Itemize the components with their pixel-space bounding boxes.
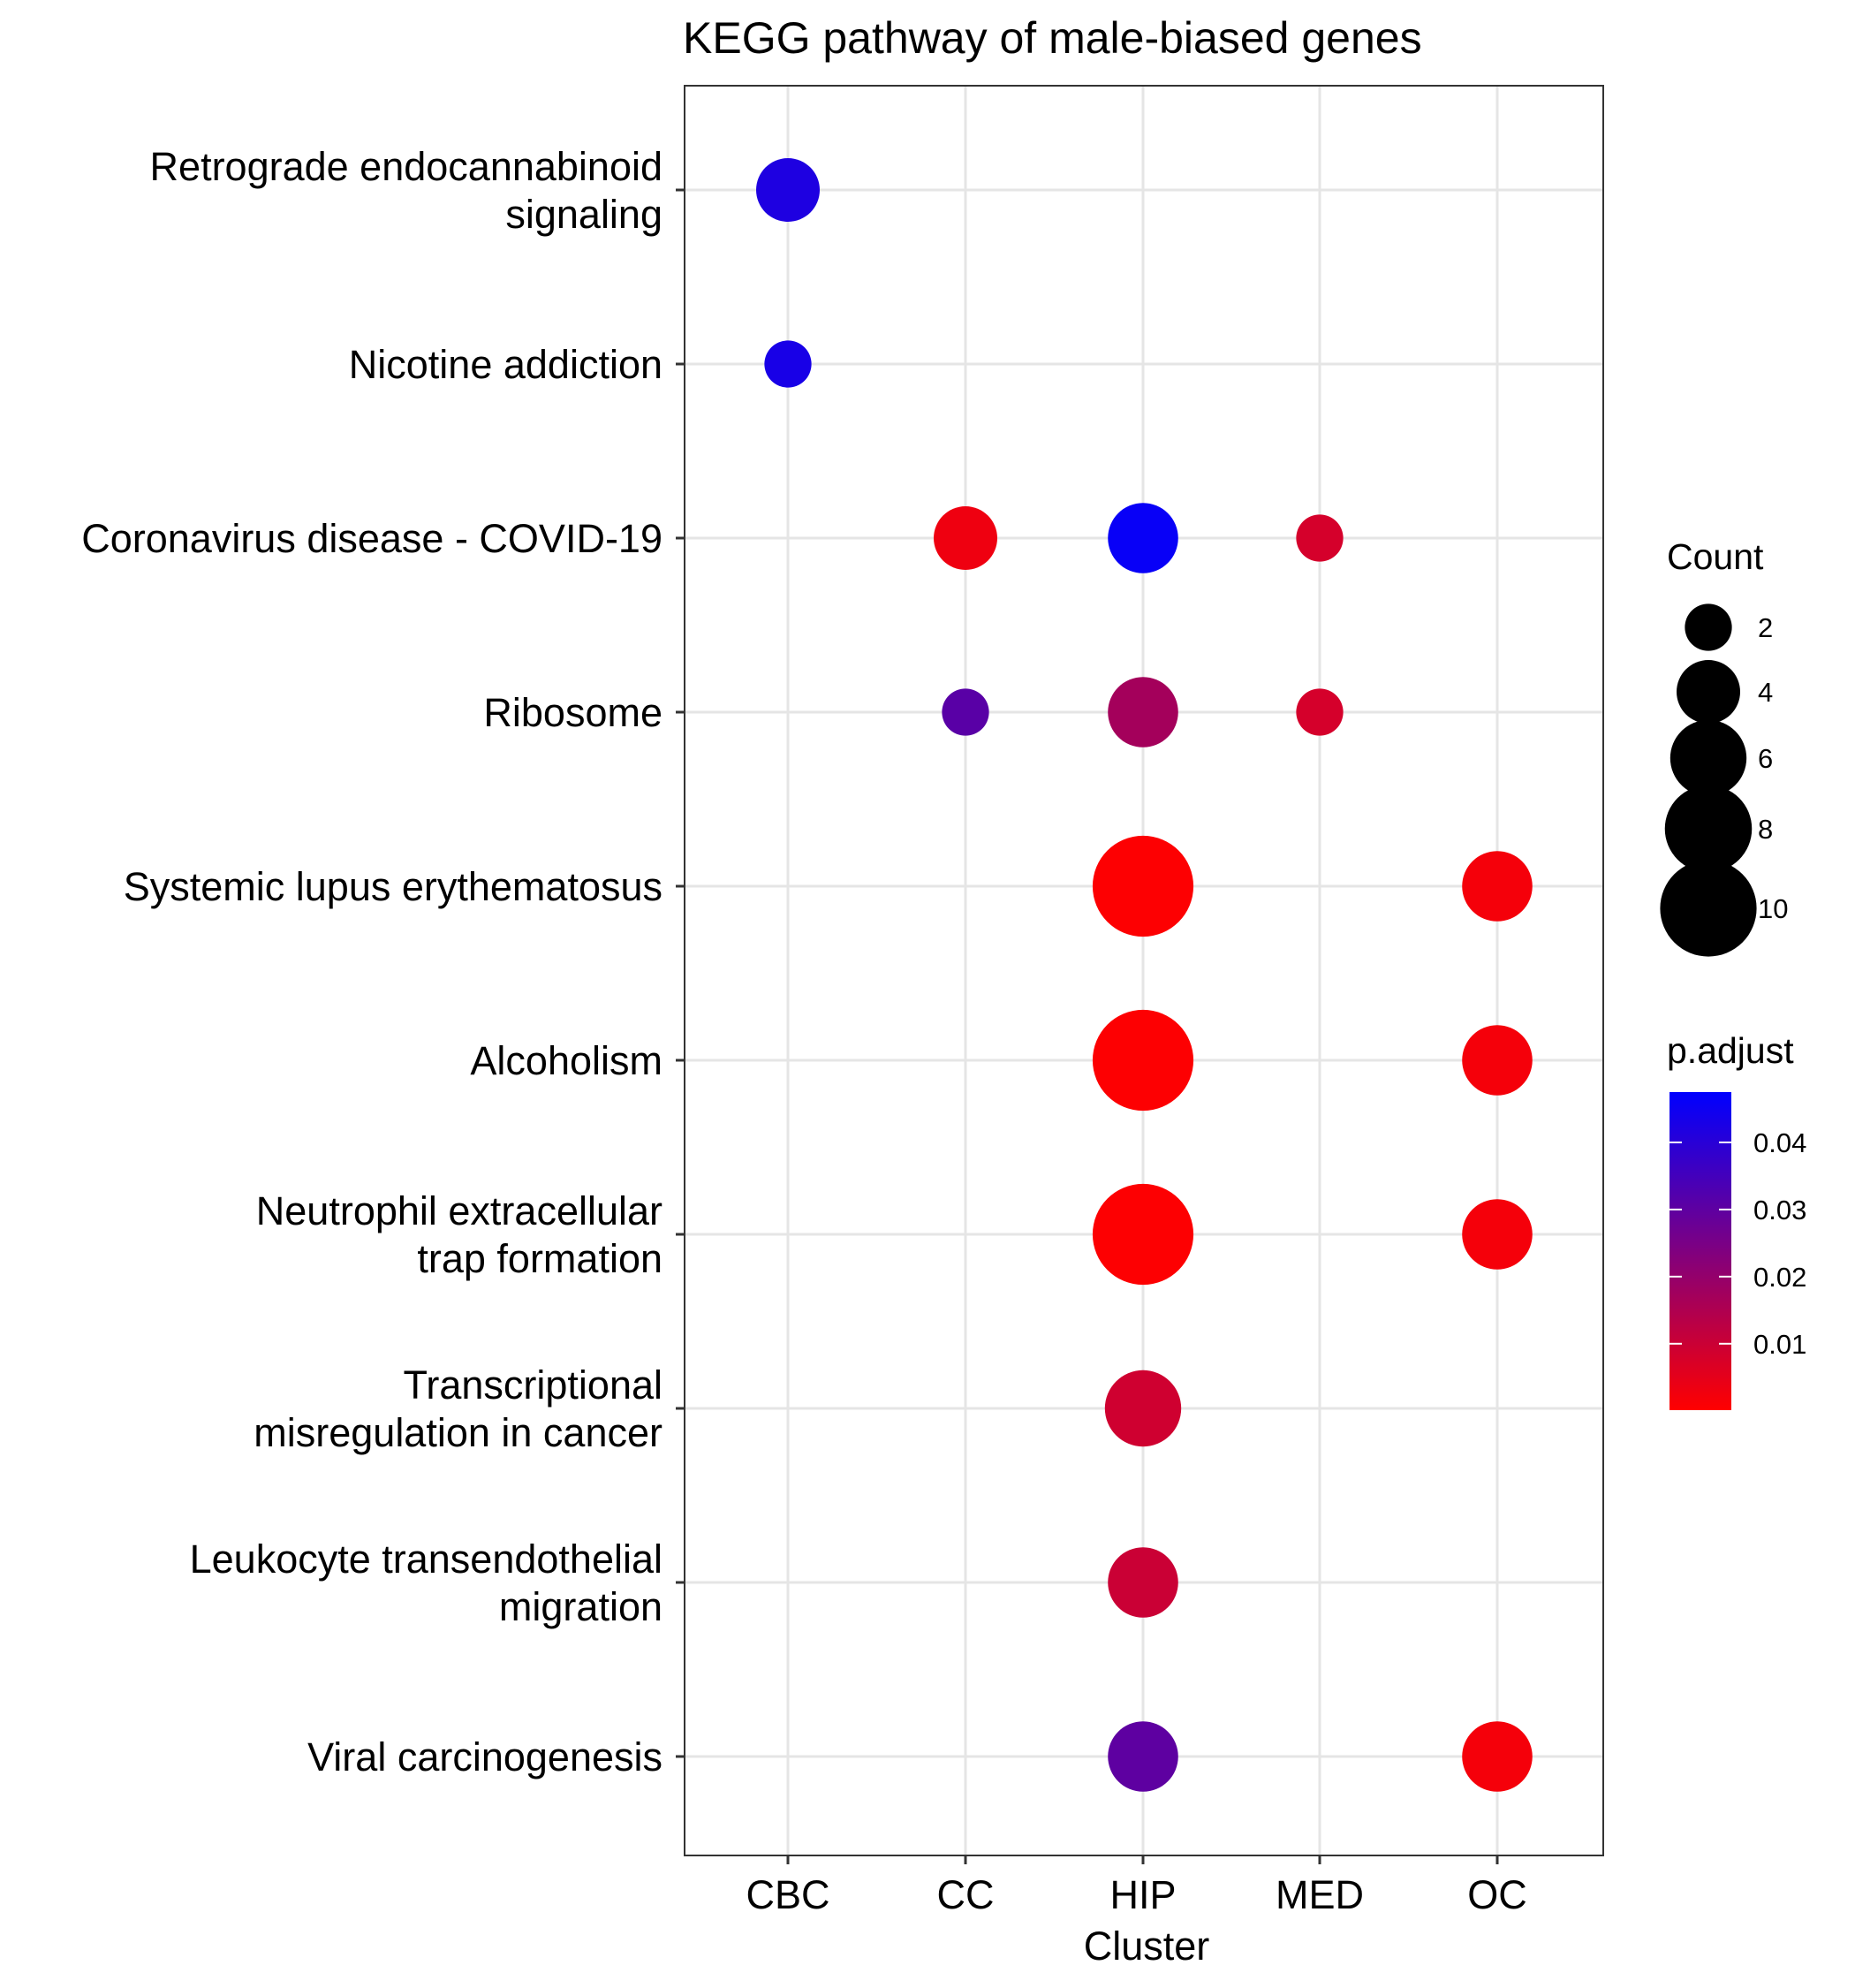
data-points bbox=[756, 158, 1533, 1792]
data-point bbox=[942, 688, 989, 736]
y-tick-label: Retrograde endocannabinoid bbox=[150, 144, 662, 189]
size-legend-label: 6 bbox=[1758, 743, 1773, 774]
data-point bbox=[1108, 1721, 1178, 1792]
data-point bbox=[1108, 1547, 1178, 1618]
color-legend: p.adjust 0.04 0.03 0.02 0.01 bbox=[1667, 1030, 1806, 1410]
x-tick-label: MED bbox=[1276, 1872, 1364, 1917]
y-tick-label: Alcoholism bbox=[470, 1038, 662, 1083]
size-legend-label: 10 bbox=[1758, 893, 1788, 924]
size-legend-key bbox=[1685, 603, 1732, 651]
data-point bbox=[1296, 688, 1344, 736]
data-point bbox=[1104, 1370, 1182, 1447]
size-legend-key bbox=[1660, 860, 1757, 957]
y-tick-label: Systemic lupus erythematosus bbox=[124, 864, 662, 909]
x-axis-label: Cluster bbox=[1084, 1924, 1210, 1969]
size-legend-title: Count bbox=[1667, 536, 1764, 577]
y-tick-label: Nicotine addiction bbox=[349, 342, 662, 387]
color-legend-label: 0.01 bbox=[1753, 1329, 1806, 1360]
data-point bbox=[1296, 514, 1344, 562]
chart-title: KEGG pathway of male-biased genes bbox=[683, 13, 1422, 63]
y-tick-label: trap formation bbox=[417, 1236, 662, 1281]
x-axis: CBC CC HIP MED OC bbox=[746, 1855, 1527, 1917]
x-tick-label: OC bbox=[1467, 1872, 1527, 1917]
y-tick-label: misregulation in cancer bbox=[254, 1410, 662, 1455]
color-legend-title: p.adjust bbox=[1667, 1030, 1794, 1071]
color-legend-label: 0.04 bbox=[1753, 1127, 1806, 1158]
size-legend-key bbox=[1664, 785, 1753, 873]
data-point bbox=[1092, 1009, 1194, 1112]
y-tick-label: Coronavirus disease - COVID-19 bbox=[81, 516, 662, 561]
size-legend: Count 2 4 6 8 10 bbox=[1660, 536, 1788, 957]
data-point bbox=[1462, 1025, 1533, 1096]
size-legend-key bbox=[1670, 719, 1747, 797]
color-legend-bar bbox=[1670, 1092, 1731, 1410]
data-point bbox=[1462, 1199, 1533, 1270]
y-tick-label: Neutrophil extracellular bbox=[256, 1188, 662, 1233]
color-legend-label: 0.02 bbox=[1753, 1262, 1806, 1293]
x-tick-label: CC bbox=[937, 1872, 995, 1917]
data-point bbox=[1108, 503, 1178, 573]
y-tick-label: Transcriptional bbox=[404, 1362, 662, 1408]
data-point bbox=[1108, 677, 1178, 747]
data-point bbox=[934, 506, 997, 570]
y-tick-label: signaling bbox=[505, 192, 662, 237]
y-tick-label: Ribosome bbox=[483, 690, 662, 735]
data-point bbox=[1092, 1183, 1194, 1286]
x-tick-label: HIP bbox=[1109, 1872, 1176, 1917]
size-legend-label: 8 bbox=[1758, 814, 1773, 845]
size-legend-label: 4 bbox=[1758, 677, 1773, 708]
data-point bbox=[1462, 1721, 1533, 1792]
y-tick-label: Leukocyte transendothelial bbox=[190, 1537, 662, 1582]
y-tick-label: migration bbox=[499, 1584, 662, 1629]
data-point bbox=[1092, 835, 1194, 937]
y-tick-label: Viral carcinogenesis bbox=[307, 1734, 662, 1779]
size-legend-label: 2 bbox=[1758, 612, 1773, 643]
color-legend-label: 0.03 bbox=[1753, 1195, 1806, 1225]
x-tick-label: CBC bbox=[746, 1872, 829, 1917]
size-legend-key bbox=[1677, 660, 1740, 724]
data-point bbox=[764, 340, 812, 388]
data-point bbox=[1462, 851, 1533, 922]
data-point bbox=[756, 158, 820, 222]
